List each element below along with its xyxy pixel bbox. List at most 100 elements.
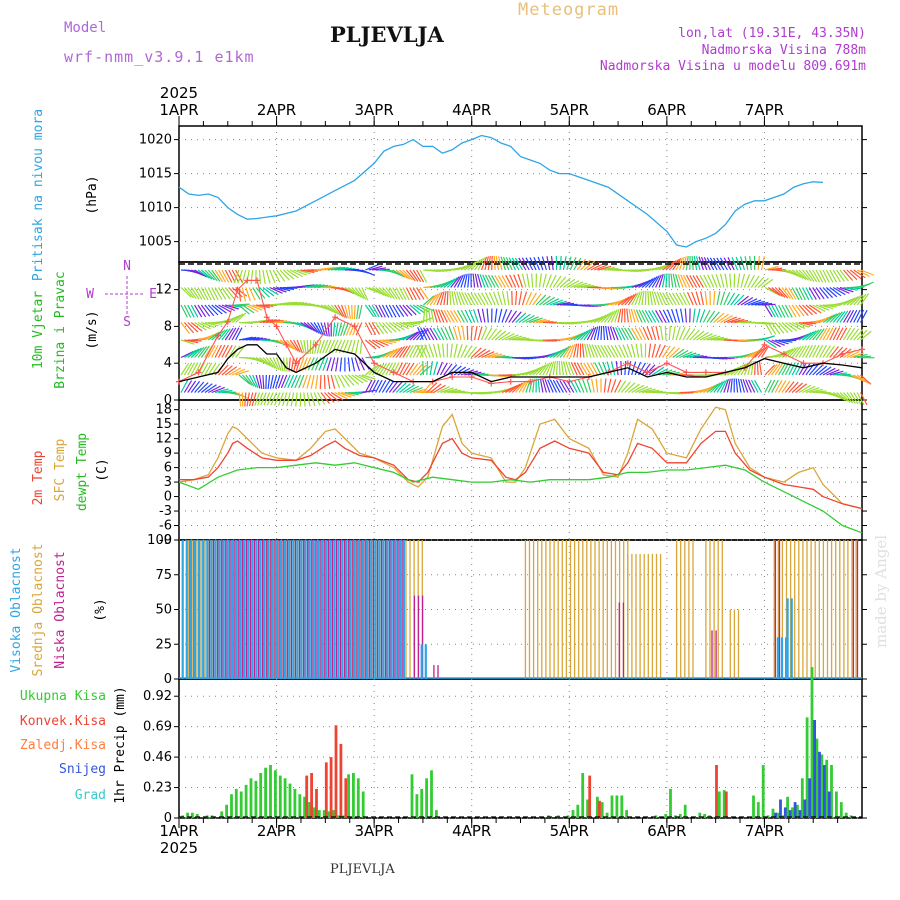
wind-barb: [270, 392, 278, 406]
wind-barb: [358, 374, 372, 381]
precip-bar-2: [803, 799, 807, 818]
wind-barb: [183, 322, 195, 334]
wind-barb: [651, 343, 656, 358]
wind-barb: [267, 374, 271, 389]
wind-barb: [255, 356, 269, 366]
wind-barb: [233, 269, 240, 284]
wind-barb: [250, 269, 254, 284]
wind-barb: [395, 304, 405, 318]
wind-barb: [778, 339, 793, 343]
wind-barb: [194, 269, 208, 278]
wind-barb: [361, 287, 369, 301]
wind-barb: [388, 362, 397, 376]
wind-barb: [651, 310, 660, 323]
precip-bar-0: [361, 791, 365, 818]
precip-bar-0: [308, 802, 311, 818]
wind-barb: [598, 361, 605, 376]
wind-barb: [552, 348, 565, 358]
wind-barb: [474, 273, 479, 288]
wind-barb: [860, 269, 874, 276]
wind-barb: [269, 357, 278, 370]
wind-barb: [337, 304, 346, 318]
wind-barb: [515, 337, 530, 341]
precip-bar-0: [771, 808, 775, 818]
wind-barb: [822, 367, 836, 376]
wind-barb: [440, 387, 454, 394]
wind-barb: [238, 392, 242, 407]
wind-barb: [781, 380, 791, 393]
wind-barb: [556, 347, 568, 358]
wind-barb: [682, 292, 691, 306]
wind-barb: [826, 287, 838, 298]
wind-barb: [337, 322, 343, 337]
y-tick-label: 0.92: [143, 689, 172, 704]
precip-bar-0: [274, 770, 277, 818]
wind-barb: [849, 328, 860, 341]
wind-barb: [201, 321, 215, 328]
wind-barb: [309, 339, 312, 355]
precip-bar-0: [195, 814, 199, 818]
wind-barb: [791, 304, 801, 318]
wind-barb: [651, 275, 660, 288]
wind-barb: [668, 325, 671, 341]
wind-barb: [474, 326, 478, 341]
wind-barb: [528, 292, 537, 306]
precip-bar-0: [269, 765, 272, 818]
wind-barb: [211, 287, 219, 301]
precip-bar-1: [588, 775, 592, 818]
wind-barb: [651, 366, 665, 376]
wind-barb: [255, 304, 270, 309]
wind-barb: [805, 344, 813, 358]
wind-barb: [245, 374, 255, 387]
wind-barb: [443, 388, 458, 394]
wind-barb: [764, 364, 776, 376]
y-tick-label: 15: [155, 417, 172, 432]
wind-barb: [430, 308, 435, 323]
precip-bar-2: [823, 765, 826, 818]
wind-barb: [180, 362, 190, 376]
wind-barb: [273, 286, 287, 293]
temp-line-1: [178, 406, 863, 510]
wind-barb: [801, 345, 810, 358]
wind-barb: [266, 319, 281, 324]
wind-barb: [846, 296, 859, 306]
wind-barb: [819, 327, 828, 341]
wind-barb: [368, 364, 380, 376]
y-tick-label: 25: [155, 637, 172, 652]
wind-barb: [351, 304, 353, 320]
wind-barb: [433, 361, 438, 376]
wind-barb: [660, 326, 664, 341]
wind-barb: [218, 389, 233, 394]
wind-barb: [570, 281, 584, 289]
wind-barb: [801, 287, 810, 301]
wind-barb: [832, 269, 842, 283]
wind-barb: [573, 379, 582, 393]
wind-barb: [323, 392, 335, 403]
gust-marker: [761, 341, 768, 348]
wind-barb: [416, 344, 424, 358]
wind-barb: [458, 291, 465, 306]
wind-barb: [183, 304, 192, 318]
wind-barbs: [180, 255, 875, 407]
wind-barb: [535, 364, 547, 376]
wind-barb: [461, 292, 469, 306]
wind-barb: [296, 269, 311, 275]
temp-unit-label: (C): [95, 458, 110, 481]
wind-barb: [521, 291, 528, 306]
wind-barb: [518, 380, 528, 393]
wind-barb: [627, 383, 640, 393]
wind-barb: [579, 362, 588, 376]
wind-barb: [795, 362, 803, 376]
wind-barb: [493, 291, 500, 306]
wind-barb: [568, 361, 575, 376]
wind-barb: [743, 274, 751, 288]
precip-bar-0: [410, 774, 414, 818]
wind-barb: [839, 269, 849, 282]
wind-barb: [684, 308, 687, 323]
wind-barb: [378, 380, 387, 393]
wind-barb: [695, 256, 701, 271]
precip-bar-0: [678, 814, 682, 818]
wind-barb: [784, 381, 795, 393]
precip-bar-2: [818, 751, 821, 818]
wind-barb: [853, 374, 867, 383]
